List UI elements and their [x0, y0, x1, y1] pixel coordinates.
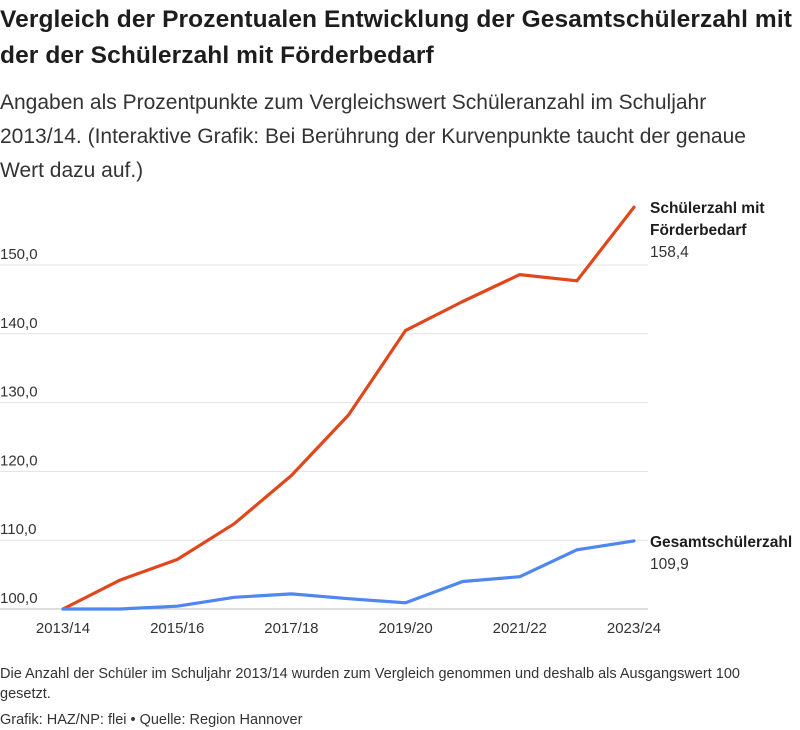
x-tick-label: 2017/18	[264, 620, 318, 637]
x-tick-label: 2021/22	[493, 620, 547, 637]
x-tick-label: 2013/14	[36, 620, 90, 637]
data-point[interactable]	[514, 571, 526, 583]
x-tick-label: 2019/20	[378, 620, 432, 637]
data-point[interactable]	[114, 603, 126, 615]
series-line	[61, 539, 636, 611]
credit-bullet: •	[130, 712, 136, 728]
y-axis-tick-labels: 100,0 110,0 120,0 130,0 140,0 150,0	[0, 246, 38, 607]
y-tick-label: 110,0	[0, 521, 36, 538]
data-point[interactable]	[285, 470, 297, 482]
chart-title: Vergleich der Prozentualen Entwicklung d…	[0, 6, 792, 69]
data-point[interactable]	[514, 269, 526, 281]
gridlines	[0, 264, 648, 610]
credit-quelle: Quelle: Region Hannover	[139, 712, 303, 728]
x-axis-tick-labels: 2013/14 2015/16 2017/18 2019/20 2021/22 2023/…	[36, 620, 661, 637]
series-name-label: Förderbedarf	[650, 222, 747, 239]
series-line	[61, 205, 636, 611]
data-point[interactable]	[400, 324, 412, 336]
chart-subtitle: Angaben als Prozentpunkte zum Vergleichs…	[0, 91, 746, 182]
series-lines	[57, 201, 640, 615]
data-point[interactable]	[343, 593, 355, 605]
data-point[interactable]	[457, 575, 469, 587]
data-point[interactable]	[114, 574, 126, 586]
x-tick-label: 2015/16	[150, 620, 204, 637]
data-point[interactable]	[343, 409, 355, 421]
credit-line: Grafik: HAZ/NP: flei • Quelle: Region Hann…	[0, 710, 760, 730]
data-point[interactable]	[228, 591, 240, 603]
y-tick-label: 130,0	[0, 384, 38, 401]
y-tick-label: 140,0	[0, 315, 38, 332]
x-tick-label: 2023/24	[607, 620, 661, 637]
series-value-label: 109,9	[650, 556, 689, 573]
data-point[interactable]	[400, 597, 412, 609]
series-name-label: Gesamtschülerzahl	[650, 534, 792, 551]
data-point[interactable]	[457, 295, 469, 307]
series-labels: Schülerzahl mit Förderbedarf 158,4 Gesamtsc…	[650, 200, 792, 573]
data-point[interactable]	[285, 588, 297, 600]
data-point[interactable]	[628, 201, 640, 213]
data-point[interactable]	[228, 518, 240, 530]
credit-grafik: Grafik: HAZ/NP: flei	[0, 712, 127, 728]
y-tick-label: 120,0	[0, 452, 38, 469]
series-value-label: 158,4	[650, 244, 689, 261]
y-tick-label: 150,0	[0, 246, 38, 263]
chart-note: Die Anzahl der Schüler im Schuljahr 2013…	[0, 666, 740, 702]
data-point[interactable]	[171, 553, 183, 565]
data-point[interactable]	[57, 603, 69, 615]
data-point[interactable]	[171, 600, 183, 612]
y-tick-label: 100,0	[0, 590, 38, 607]
data-point[interactable]	[571, 275, 583, 287]
data-point[interactable]	[628, 535, 640, 547]
series-name-label: Schülerzahl mit	[650, 200, 765, 217]
data-point[interactable]	[571, 544, 583, 556]
